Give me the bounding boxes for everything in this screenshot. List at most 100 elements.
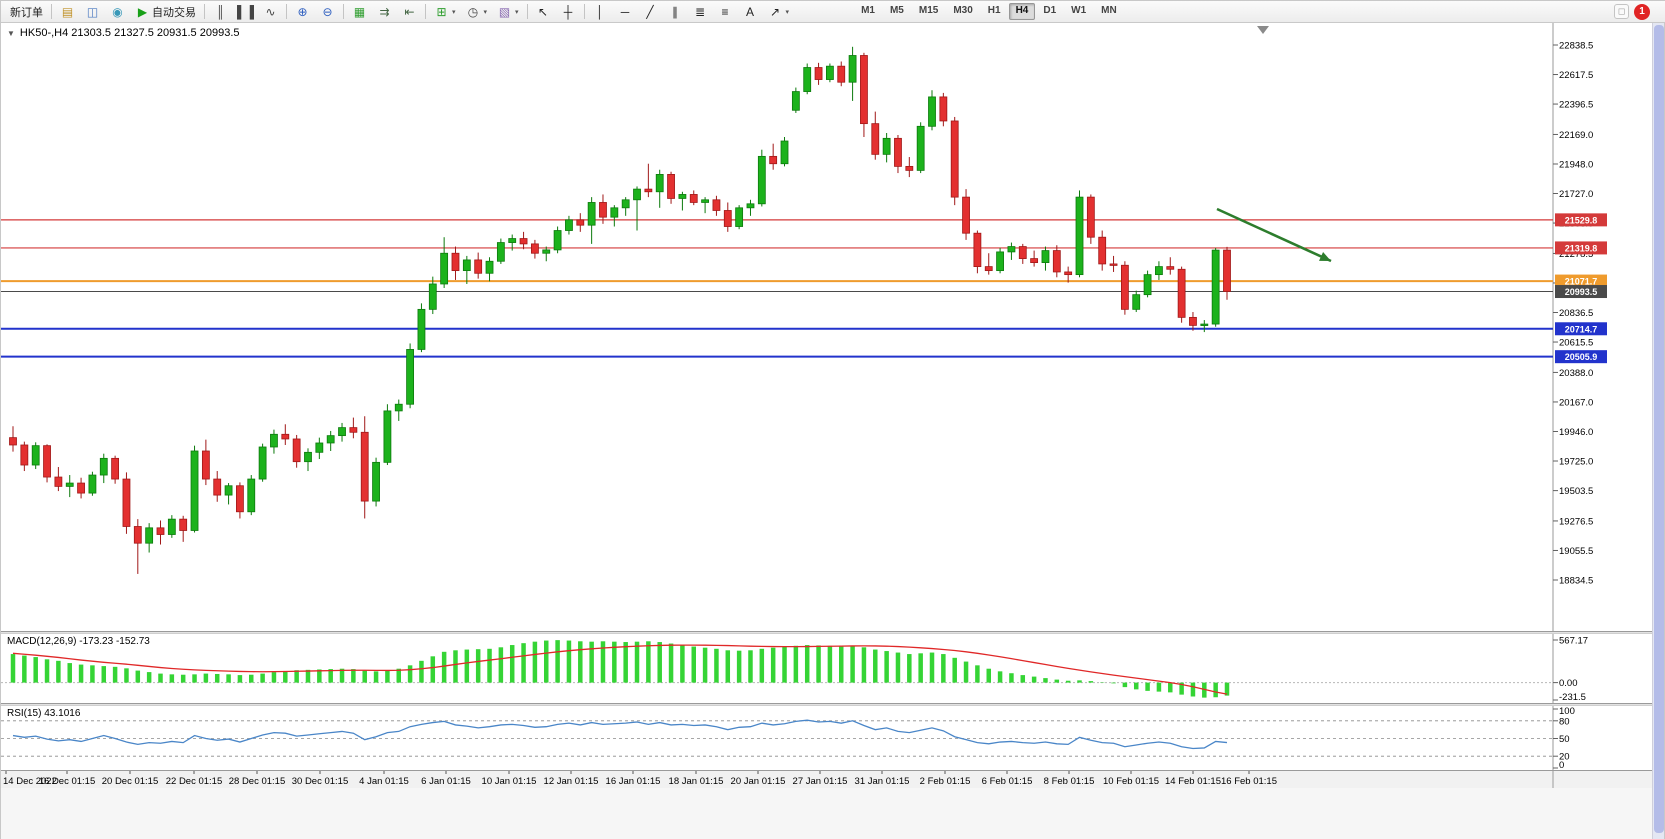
candlestick-chart-icon[interactable]: ▌▐ [233,3,258,21]
macd-value-main: -173.23 [79,636,114,647]
candle [803,63,812,95]
text-icon: A [746,4,755,19]
candle [9,426,17,452]
one-click-trading-arrow[interactable]: ▼ [7,28,15,38]
timeframe-d1[interactable]: D1 [1043,5,1057,16]
templates-button[interactable]: ▧ ▾ [492,3,524,21]
arrow-annotation[interactable] [1216,207,1332,263]
macd-tick-label: 567.17 [1559,636,1588,647]
timeframe-m30[interactable]: M30 [953,5,973,16]
zoom-out-icon[interactable]: ⊖ [315,3,340,21]
candle [213,471,222,502]
timeframe-toolbar: M1 M5 M15 M30 H1 H4 D1 W1 MN [854,3,1124,20]
tile-windows-icon[interactable]: ▦ [347,3,372,21]
charts-icon[interactable]: ▤ [55,3,80,21]
vertical-line-icon[interactable]: │ [588,3,613,21]
candle [1166,257,1175,275]
line-chart-icon[interactable]: ∿ [258,3,283,21]
candle [304,448,312,472]
indicators-button[interactable]: ⊞ ▾ [429,3,461,21]
cursor-icon[interactable]: ↖ [531,3,556,21]
candle [292,434,301,468]
price-tick-label: 20836.5 [1559,308,1593,319]
tray-icon[interactable]: ◻ [1614,4,1629,19]
fibonacci-icon[interactable]: ≣ [688,3,713,21]
macd-label: MACD(12,26,9) -173.23 -152.73 [7,636,150,647]
chart-shift-icon[interactable]: ⇤ [397,3,422,21]
panel-splitter[interactable] [1,631,1654,634]
candle [54,467,63,492]
price-badge-label: 21529.8 [1565,215,1598,225]
candle [360,416,369,519]
price-badge [1555,274,1607,288]
time-tick-label: 6 Jan 01:15 [421,776,471,787]
candle [519,231,528,250]
market-watch-icon[interactable]: ◫ [80,3,105,21]
candle [20,441,29,472]
price-axis[interactable]: 22838.5 22617.5 22396.5 22169.0 21948.0 21727… [1553,41,1593,587]
timeframe-m15[interactable]: M15 [918,5,939,16]
crosshair-icon[interactable]: ┼ [556,3,581,21]
candle [667,171,675,204]
candle [31,442,40,470]
macd-panel[interactable]: 567.17 0.00 -231.5 MACD(12,26,9) -173.23 -… [1,634,1654,703]
candlestick-chart[interactable]: 22838.5 22617.5 22396.5 22169.0 21948.0 21727… [1,23,1654,631]
candle [928,90,936,131]
candle [825,63,834,83]
panel-splitter[interactable] [1,703,1654,706]
candle [1030,250,1039,267]
timeframe-m5[interactable]: M5 [889,5,904,16]
vertical-scrollbar[interactable] [1652,23,1664,839]
horizontal-line-icon[interactable]: ─ [613,3,638,21]
chevron-down-icon: ▾ [452,8,456,16]
macd-name: MACD(12,26,9) [7,636,77,647]
timeframe-mn[interactable]: MN [1101,5,1117,16]
candle [1086,194,1095,244]
time-tick-label: 31 Jan 01:15 [855,776,910,787]
time-tick-label: 10 Jan 01:15 [482,776,537,787]
candle [1223,246,1231,300]
timeframe-m1[interactable]: M1 [861,5,875,16]
notification-badge[interactable]: 1 [1634,3,1650,20]
candle [565,215,573,235]
charts-icon: ▤ [61,4,74,19]
time-tick-label: 14 Dec 2022 [3,776,57,787]
time-axis[interactable]: 14 Dec 2022 16 Dec 01:15 20 Dec 01:15 22 De… [1,770,1654,788]
candle [1132,290,1141,313]
help-icon[interactable]: ◉ [105,3,130,21]
scrollbar-thumb[interactable] [1654,25,1664,833]
new-order-button[interactable]: 新订单 [5,3,48,21]
channel-icon[interactable]: ∥ [663,3,688,21]
price-badge [1555,322,1607,336]
candle [587,197,596,244]
bar-chart-icon[interactable]: ║ [208,3,233,21]
candle [145,523,154,553]
candle [43,444,51,483]
price-tick-label: 21278.5 [1559,249,1593,260]
price-badge [1555,241,1607,255]
zoom-in-icon[interactable]: ⊕ [290,3,315,21]
autoscroll-icon[interactable]: ⇉ [372,3,397,21]
candle [236,482,244,519]
chart-shift-marker[interactable] [1257,26,1269,34]
periods-button[interactable]: ◷ ▾ [461,3,493,21]
rsi-panel[interactable]: 100 80 50 20 0 RSI(15) 43.1016 [1,706,1654,771]
candle [428,276,437,315]
chart-shift-icon: ⇤ [404,4,415,19]
text-icon[interactable]: A [738,3,763,21]
timeframe-w1[interactable]: W1 [1071,5,1087,16]
timeframe-h1[interactable]: H1 [987,5,1001,16]
indicators-button: ⊞ [436,4,447,19]
candle [678,191,687,211]
autotrading-button[interactable]: ▶ 自动交易 [130,3,201,21]
trendline-icon[interactable]: ╱ [638,3,663,21]
macd-chart[interactable]: 567.17 0.00 -231.5 [1,634,1654,703]
cycle-lines-icon[interactable]: ≡ [713,3,738,21]
market-watch-icon: ◫ [86,4,99,19]
main-chart-panel[interactable]: 22838.5 22617.5 22396.5 22169.0 21948.0 21727… [1,23,1654,631]
arrows-icon[interactable]: ↗ ▾ [763,3,795,21]
candle [780,136,789,167]
timeframe-h4[interactable]: H4 [1008,3,1036,20]
